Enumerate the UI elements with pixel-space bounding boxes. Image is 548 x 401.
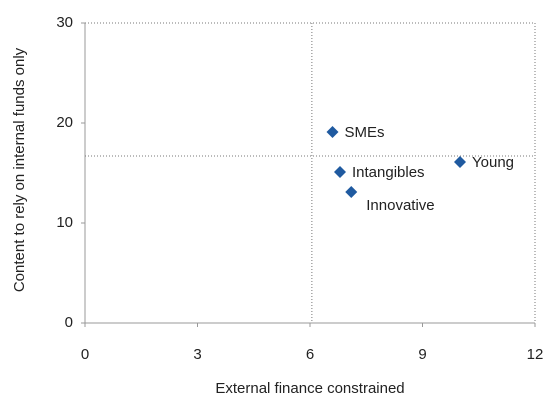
- x-axis-title: External finance constrained: [215, 380, 404, 397]
- x-tick-label: 0: [81, 346, 89, 363]
- point-label: Innovative: [366, 197, 434, 214]
- y-axis-title: Content to rely on internal funds only: [11, 47, 28, 292]
- data-point: [326, 126, 339, 138]
- data-point: [334, 166, 346, 178]
- point-label: Young: [472, 154, 514, 171]
- x-tick-label: 12: [527, 346, 544, 363]
- data-point: [345, 186, 358, 198]
- y-tick-label: 0: [65, 314, 73, 331]
- y-tick-label: 20: [56, 114, 73, 131]
- point-label: Intangibles: [352, 164, 425, 181]
- y-tick-label: 30: [56, 14, 73, 31]
- point-label: SMEs: [345, 124, 385, 141]
- x-tick-label: 3: [193, 346, 201, 363]
- x-tick-label: 9: [418, 346, 426, 363]
- data-point: [454, 156, 466, 168]
- x-tick-label: 6: [306, 346, 314, 363]
- y-tick-label: 10: [56, 214, 73, 231]
